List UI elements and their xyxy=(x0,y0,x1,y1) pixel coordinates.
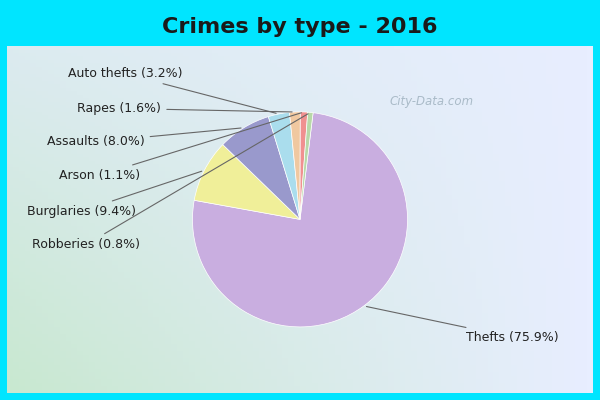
Wedge shape xyxy=(268,112,300,219)
Text: Crimes by type - 2016: Crimes by type - 2016 xyxy=(162,17,438,37)
Wedge shape xyxy=(290,112,301,219)
Text: Robberies (0.8%): Robberies (0.8%) xyxy=(32,114,308,251)
Text: Assaults (8.0%): Assaults (8.0%) xyxy=(47,128,241,148)
Wedge shape xyxy=(300,112,308,219)
Text: Rapes (1.6%): Rapes (1.6%) xyxy=(77,102,292,115)
Text: Thefts (75.9%): Thefts (75.9%) xyxy=(367,306,559,344)
Wedge shape xyxy=(223,117,300,219)
Wedge shape xyxy=(193,113,407,327)
Text: Burglaries (9.4%): Burglaries (9.4%) xyxy=(28,171,202,218)
Text: Auto thefts (3.2%): Auto thefts (3.2%) xyxy=(68,67,276,113)
Text: Arson (1.1%): Arson (1.1%) xyxy=(59,113,301,182)
Text: City-Data.com: City-Data.com xyxy=(389,95,473,108)
Wedge shape xyxy=(194,145,300,219)
Wedge shape xyxy=(300,112,313,219)
